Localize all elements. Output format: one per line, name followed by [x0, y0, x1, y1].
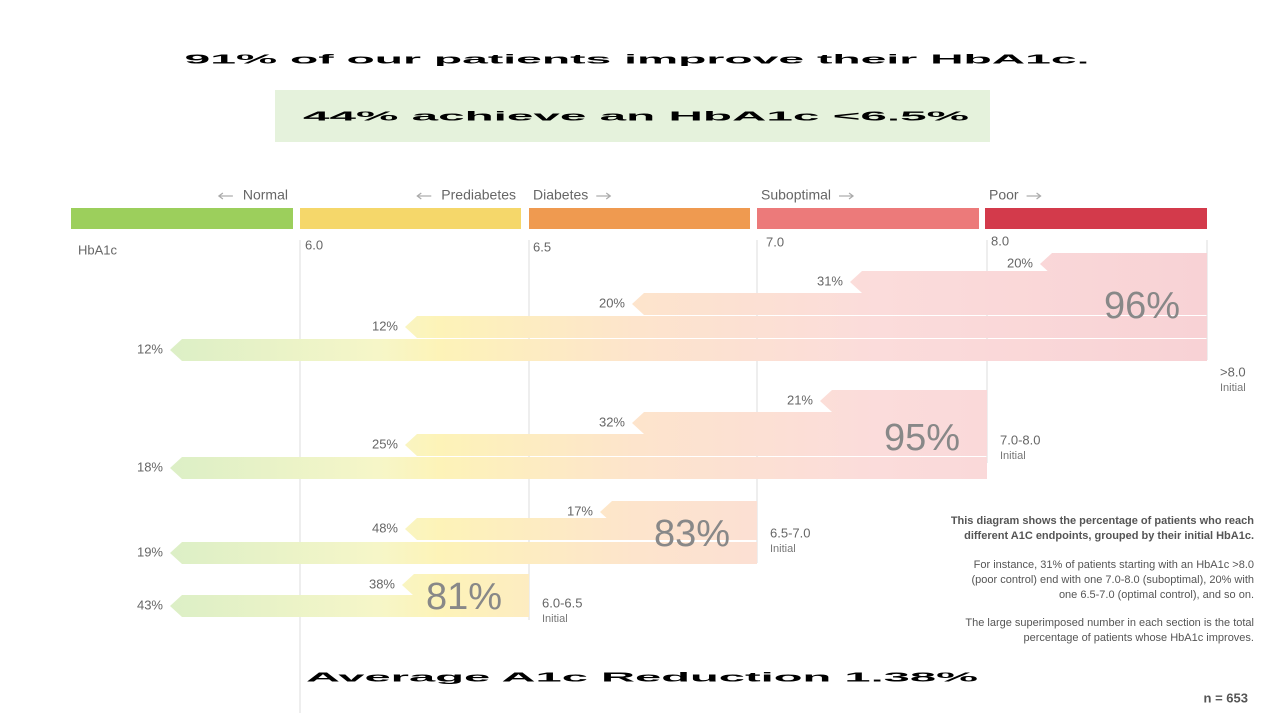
arrow-percent: 25%	[372, 436, 398, 451]
threshold-label: 6.5	[533, 239, 551, 254]
threshold-label: 8.0	[991, 233, 1009, 248]
group-initial: 7.0-8.0	[1000, 432, 1040, 447]
group-initial-note: Initial	[1000, 450, 1026, 462]
sample-size: n = 653	[1204, 690, 1248, 705]
arrow-percent: 12%	[372, 318, 398, 333]
note-line: (poor control) end with one 7.0-8.0 (sub…	[972, 574, 1254, 586]
arrow-percent: 18%	[137, 459, 163, 474]
direction-icon	[839, 192, 855, 200]
arrow-percent: 20%	[1007, 255, 1033, 270]
note-line: one 6.5-7.0 (optimal control), and so on…	[1059, 589, 1254, 601]
direction-icon	[596, 192, 612, 200]
zone-label: Suboptimal	[761, 187, 831, 203]
icon-head	[605, 192, 612, 200]
subtitle: 44% achieve an HbA1c <6.5%	[303, 108, 971, 123]
zone-bar	[529, 208, 750, 229]
arrow-percent: 12%	[137, 341, 163, 356]
note-line: different A1C endpoints, grouped by thei…	[964, 530, 1254, 542]
group-initial-note: Initial	[542, 613, 568, 625]
direction-icon	[1026, 192, 1042, 200]
flow-arrow	[170, 339, 1207, 361]
group-total: 96%	[1104, 285, 1180, 327]
arrow-percent: 17%	[567, 503, 593, 518]
group-initial: >8.0	[1220, 364, 1246, 379]
group-total: 95%	[884, 417, 960, 459]
group-initial: 6.5-7.0	[770, 525, 810, 540]
icon-head	[1036, 192, 1042, 200]
note-line: This diagram shows the percentage of pat…	[951, 515, 1254, 527]
diagram: Normal Prediabetes Diabetes Suboptimal Poor 6…	[71, 187, 1254, 713]
threshold-label: 7.0	[766, 234, 784, 249]
flow-arrow	[820, 390, 987, 412]
icon-head	[848, 192, 855, 200]
flow-arrow	[170, 457, 987, 479]
zone-bar	[71, 208, 293, 229]
group-total: 81%	[426, 576, 502, 618]
arrow-percent: 48%	[372, 520, 398, 535]
arrow-percent: 20%	[599, 295, 625, 310]
flow-arrow	[402, 574, 529, 596]
zone-label: Poor	[989, 187, 1019, 203]
zone-label: Prediabetes	[441, 187, 516, 203]
flow-arrow	[170, 595, 529, 617]
note-line: percentage of patients whose HbA1c impro…	[1023, 632, 1254, 644]
arrow-percent: 19%	[137, 544, 163, 559]
zone-label: Diabetes	[533, 187, 588, 203]
zone-bar	[985, 208, 1207, 229]
group-total: 83%	[654, 513, 730, 555]
note-line: For instance, 31% of patients starting w…	[974, 559, 1254, 571]
flow-arrow	[405, 316, 1207, 338]
direction-icon	[416, 192, 432, 200]
arrow-percent: 31%	[817, 273, 843, 288]
flow-arrow	[632, 412, 987, 434]
footer: Average A1c Reduction 1.38%	[306, 669, 980, 684]
flow-arrow	[600, 501, 757, 523]
flow-arrow	[170, 542, 757, 564]
group-initial-note: Initial	[1220, 382, 1246, 394]
title: 91% of our patients improve their HbA1c.	[185, 51, 1090, 66]
arrow-percent: 32%	[599, 414, 625, 429]
zone-label: Normal	[243, 187, 288, 203]
flow-arrow	[632, 293, 1207, 315]
flow-arrow	[1040, 253, 1207, 275]
zone-bar	[757, 208, 979, 229]
icon-head	[217, 192, 224, 200]
zone-bar	[300, 208, 521, 229]
arrow-percent: 38%	[369, 576, 395, 591]
scale-label: HbA1c	[78, 242, 118, 257]
note-line: The large superimposed number in each se…	[965, 617, 1254, 629]
group-initial: 6.0-6.5	[542, 595, 582, 610]
icon-head	[416, 192, 422, 200]
group-initial-note: Initial	[770, 543, 796, 555]
subtitle-highlight	[275, 90, 990, 142]
arrow-percent: 43%	[137, 597, 163, 612]
arrow-percent: 21%	[787, 392, 813, 407]
flow-arrow	[405, 434, 987, 456]
threshold-label: 6.0	[305, 237, 323, 252]
direction-icon	[217, 192, 233, 200]
flow-arrow	[405, 518, 757, 540]
flow-arrow	[850, 271, 1207, 293]
